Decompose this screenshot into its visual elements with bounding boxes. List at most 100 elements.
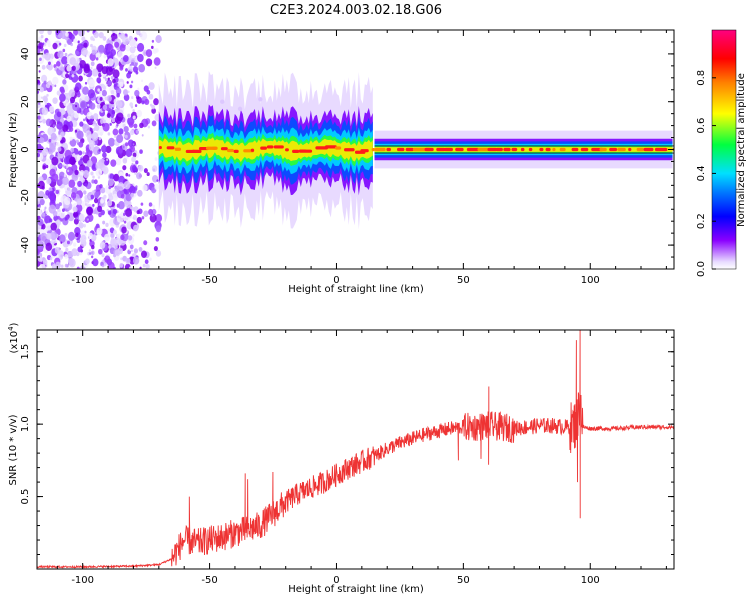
noise-speck [73,38,78,44]
noise-speck [100,187,106,194]
noise-speck [104,96,108,101]
carrier-peak-mark [552,147,556,152]
noise-speck [77,246,83,253]
noise-speck [131,80,134,84]
noise-speck [93,31,99,39]
noise-speck [84,54,87,58]
noise-speck [71,74,75,78]
spectrogram-y-tick-label: -20 [20,189,31,205]
noise-speck [140,250,147,258]
noise-speck [139,149,143,154]
noise-speck [58,42,62,46]
noise-speck [120,257,123,261]
noise-speck [98,72,102,78]
noise-speck [155,48,159,53]
noise-speck [145,49,153,58]
noise-speck [154,66,157,70]
noise-speck [67,266,71,269]
noise-speck [92,120,96,125]
colorbar-tick-label: 0.2 [696,213,707,229]
noise-speck [77,30,85,37]
noise-speck [141,134,144,137]
noise-speck [78,222,84,229]
noise-speck [49,218,53,223]
noise-speck [156,179,159,182]
noise-speck [90,61,95,67]
noise-speck [72,206,78,213]
noise-speck [127,113,131,118]
carrier-peak-mark [580,147,589,152]
noise-speck [71,164,78,172]
noise-speck [37,79,40,84]
noise-speck [37,90,40,94]
noise-speck [52,76,59,85]
noise-speck [60,264,64,268]
noise-speck [44,206,47,210]
noise-speck [144,98,150,106]
noise-speck [151,107,156,114]
noise-speck [38,180,45,190]
noise-speck [94,124,100,132]
noise-speck [129,185,136,194]
snr-y-tick-label: 1.5 [20,344,31,360]
noise-speck [103,233,111,242]
noise-speck [89,102,96,110]
noise-speck [114,41,120,48]
noise-speck [99,97,103,101]
noise-speck [84,230,87,234]
carrier-peak-mark [636,147,645,152]
noise-speck [50,47,53,50]
noise-speck [74,129,78,133]
noise-speck [114,185,120,192]
carrier-peak-mark [545,147,551,152]
snr-y-ticks: 0.5 1.0 1.5 [20,336,674,570]
noise-speck [60,66,64,72]
noise-speck [79,121,84,127]
noise-speck [90,250,95,256]
carrier-peak-mark [559,147,566,152]
carrier-peak-mark [360,149,369,153]
noise-speck [141,100,145,105]
noise-speck [131,53,135,59]
noise-speck [149,257,152,261]
noise-speck [69,138,77,147]
noise-speck [151,214,154,217]
noise-speck [125,208,132,217]
carrier-peak-mark [520,147,525,152]
noise-speck [97,205,103,213]
noise-speck [129,38,137,48]
noise-speck [105,83,108,87]
noise-speck [129,84,133,89]
noise-speck [104,77,108,82]
noise-speck [51,173,59,183]
noise-speck [130,249,133,253]
noise-speck [57,146,62,152]
noise-speck [112,128,119,136]
noise-speck [133,123,138,129]
noise-speck [112,193,119,201]
noise-speck [47,30,52,35]
noise-speck [92,258,99,267]
noise-speck [60,88,65,94]
noise-speck [45,210,49,215]
carrier-peak-mark [273,145,284,149]
noise-speck [90,43,93,48]
noise-speck [67,169,70,173]
noise-speck [80,234,87,243]
noise-speck [75,104,78,108]
noise-speck [87,103,90,107]
spectrogram-x-ticks: -100 -50 0 50 100 [56,30,667,286]
noise-speck [66,115,72,122]
noise-speck [37,218,44,226]
noise-speck [98,212,102,218]
noise-speck [84,182,88,187]
noise-speck [139,266,142,269]
noise-speck [81,36,86,42]
noise-speck [58,32,63,39]
noise-speck [122,212,126,217]
noise-speck [59,93,66,102]
noise-speck [48,204,56,214]
noise-speck [37,228,43,235]
page-title: C2E3.2024.003.02.18.G06 [270,3,442,18]
noise-speck [45,158,51,166]
